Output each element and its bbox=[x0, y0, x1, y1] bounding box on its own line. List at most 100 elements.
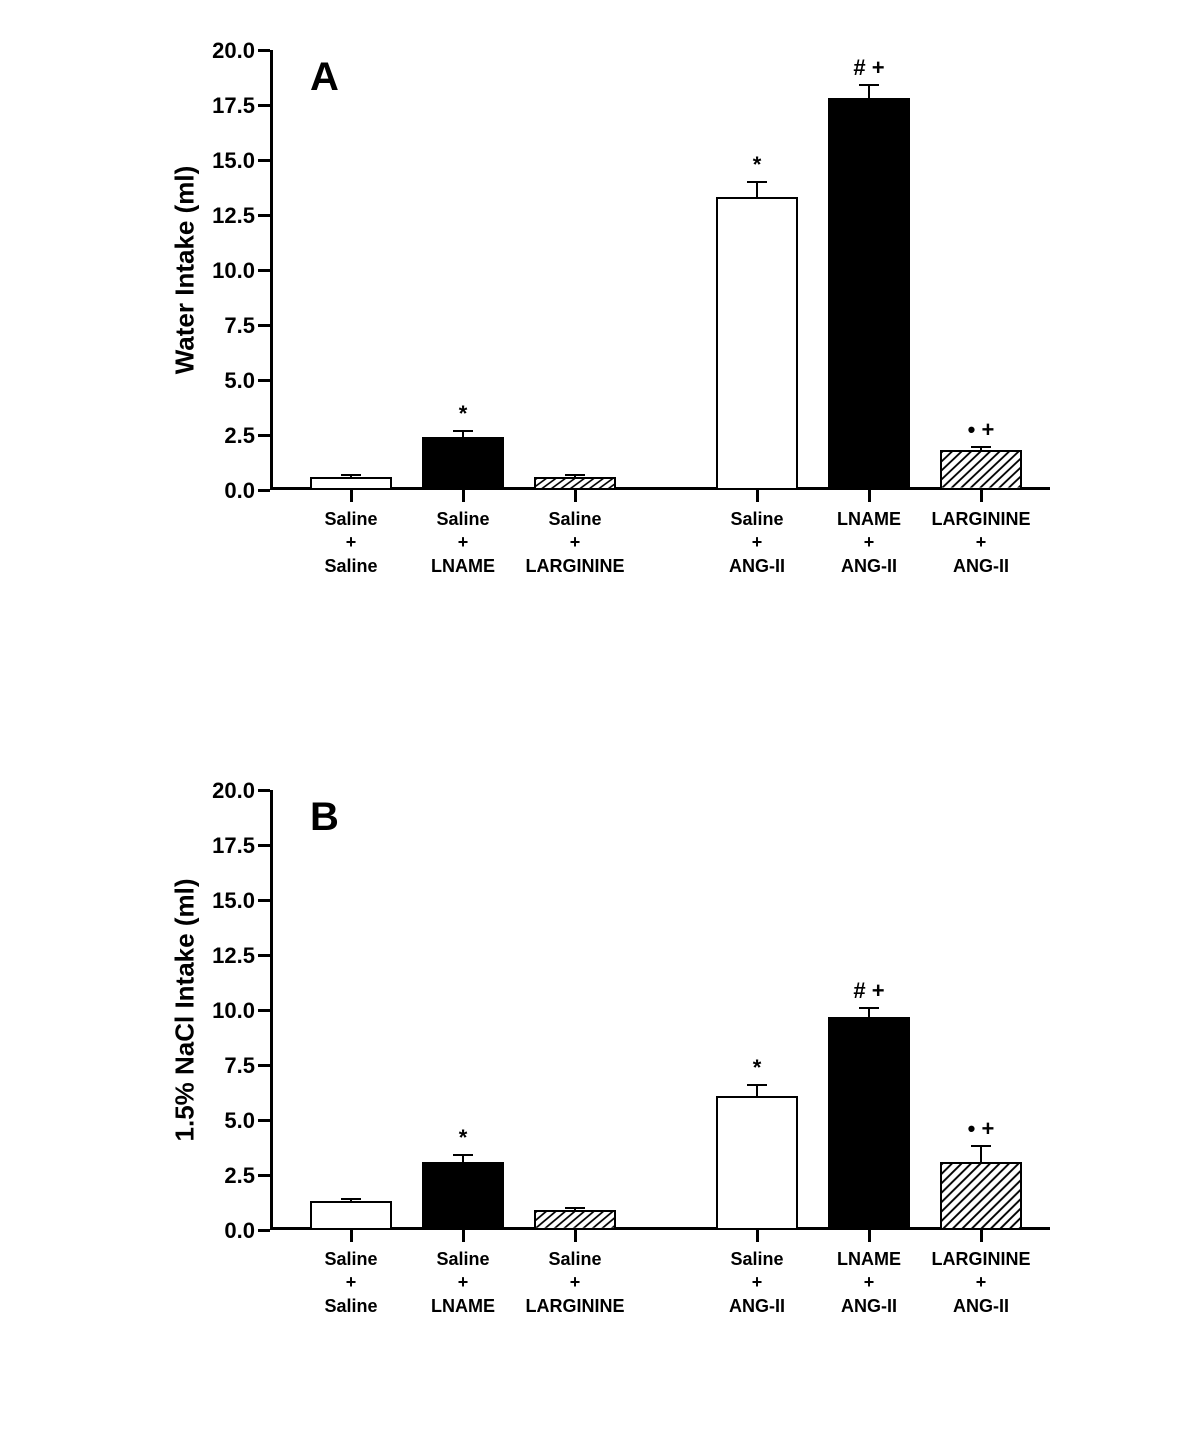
y-tick-label: 5.0 bbox=[170, 1108, 255, 1134]
significance-marker: • + bbox=[968, 1116, 995, 1142]
x-tick bbox=[574, 490, 577, 502]
x-tick bbox=[350, 1230, 353, 1242]
panel-a: Water Intake (ml) A 0.02.55.07.510.012.5… bbox=[150, 30, 1100, 650]
panel-letter: A bbox=[310, 55, 339, 100]
bar bbox=[716, 1096, 798, 1230]
error-bar bbox=[756, 182, 758, 197]
y-tick bbox=[258, 844, 270, 847]
y-tick-label: 5.0 bbox=[170, 368, 255, 394]
y-tick bbox=[258, 789, 270, 792]
bar bbox=[422, 1162, 504, 1230]
significance-marker: * bbox=[459, 1125, 468, 1151]
error-bar bbox=[980, 1146, 982, 1161]
y-tick-label: 20.0 bbox=[170, 778, 255, 804]
bar bbox=[940, 450, 1022, 490]
x-category-label: Saline+Saline bbox=[291, 1248, 411, 1318]
error-cap bbox=[971, 446, 991, 448]
error-cap bbox=[859, 1007, 879, 1009]
x-category-label: LARGININE+ANG-II bbox=[921, 1248, 1041, 1318]
significance-marker: * bbox=[459, 401, 468, 427]
bar bbox=[828, 1017, 910, 1230]
error-cap bbox=[565, 474, 585, 476]
panel-b: 1.5% NaCl Intake (ml) B 0.02.55.07.510.0… bbox=[150, 770, 1100, 1390]
y-tick bbox=[258, 324, 270, 327]
y-tick bbox=[258, 1119, 270, 1122]
error-bar bbox=[756, 1085, 758, 1096]
y-tick-label: 7.5 bbox=[170, 313, 255, 339]
bar bbox=[534, 477, 616, 490]
error-cap bbox=[453, 1154, 473, 1156]
bar bbox=[310, 1201, 392, 1230]
significance-marker: # + bbox=[853, 55, 884, 81]
bar bbox=[422, 437, 504, 490]
x-tick bbox=[756, 1230, 759, 1242]
error-cap bbox=[341, 474, 361, 476]
x-tick bbox=[980, 1230, 983, 1242]
y-tick bbox=[258, 214, 270, 217]
bar bbox=[310, 477, 392, 490]
y-axis bbox=[270, 790, 273, 1230]
significance-marker: * bbox=[753, 1055, 762, 1081]
y-tick-label: 0.0 bbox=[170, 1218, 255, 1244]
y-tick bbox=[258, 434, 270, 437]
panel-b-plot: 1.5% NaCl Intake (ml) B 0.02.55.07.510.0… bbox=[270, 790, 1050, 1230]
bar bbox=[534, 1210, 616, 1230]
x-tick bbox=[574, 1230, 577, 1242]
y-tick bbox=[258, 269, 270, 272]
y-tick bbox=[258, 899, 270, 902]
y-tick-label: 17.5 bbox=[170, 833, 255, 859]
y-axis bbox=[270, 50, 273, 490]
panel-letter: B bbox=[310, 795, 339, 840]
y-tick bbox=[258, 49, 270, 52]
y-tick bbox=[258, 1009, 270, 1012]
x-category-label: Saline+LARGININE bbox=[515, 508, 635, 578]
significance-marker: * bbox=[753, 152, 762, 178]
x-tick bbox=[350, 490, 353, 502]
x-category-label: LNAME+ANG-II bbox=[809, 508, 929, 578]
x-category-label: LNAME+ANG-II bbox=[809, 1248, 929, 1318]
x-category-label: LARGININE+ANG-II bbox=[921, 508, 1041, 578]
y-tick-label: 7.5 bbox=[170, 1053, 255, 1079]
x-tick bbox=[868, 490, 871, 502]
y-tick bbox=[258, 489, 270, 492]
x-tick bbox=[756, 490, 759, 502]
x-category-label: Saline+ANG-II bbox=[697, 1248, 817, 1318]
x-tick bbox=[462, 1230, 465, 1242]
x-category-label: Saline+ANG-II bbox=[697, 508, 817, 578]
y-tick bbox=[258, 1064, 270, 1067]
x-category-label: Saline+LARGININE bbox=[515, 1248, 635, 1318]
y-tick-label: 15.0 bbox=[170, 148, 255, 174]
error-cap bbox=[859, 84, 879, 86]
x-category-label: Saline+LNAME bbox=[403, 508, 523, 578]
significance-marker: • + bbox=[968, 417, 995, 443]
error-bar bbox=[868, 85, 870, 98]
error-cap bbox=[453, 430, 473, 432]
y-tick bbox=[258, 379, 270, 382]
y-tick-label: 15.0 bbox=[170, 888, 255, 914]
y-tick bbox=[258, 1174, 270, 1177]
y-tick-label: 17.5 bbox=[170, 93, 255, 119]
y-tick bbox=[258, 104, 270, 107]
y-tick-label: 2.5 bbox=[170, 1163, 255, 1189]
x-category-label: Saline+Saline bbox=[291, 508, 411, 578]
error-cap bbox=[565, 1207, 585, 1209]
error-cap bbox=[971, 1145, 991, 1147]
bar bbox=[716, 197, 798, 490]
error-bar bbox=[462, 1155, 464, 1162]
y-tick-label: 10.0 bbox=[170, 998, 255, 1024]
y-tick bbox=[258, 159, 270, 162]
bar bbox=[828, 98, 910, 490]
x-tick bbox=[980, 490, 983, 502]
error-bar bbox=[868, 1008, 870, 1017]
y-tick-label: 12.5 bbox=[170, 943, 255, 969]
x-tick bbox=[462, 490, 465, 502]
significance-marker: # + bbox=[853, 978, 884, 1004]
bar bbox=[940, 1162, 1022, 1230]
y-tick bbox=[258, 1229, 270, 1232]
x-tick bbox=[868, 1230, 871, 1242]
error-cap bbox=[747, 181, 767, 183]
error-cap bbox=[747, 1084, 767, 1086]
y-tick-label: 0.0 bbox=[170, 478, 255, 504]
error-cap bbox=[341, 1198, 361, 1200]
y-tick-label: 10.0 bbox=[170, 258, 255, 284]
